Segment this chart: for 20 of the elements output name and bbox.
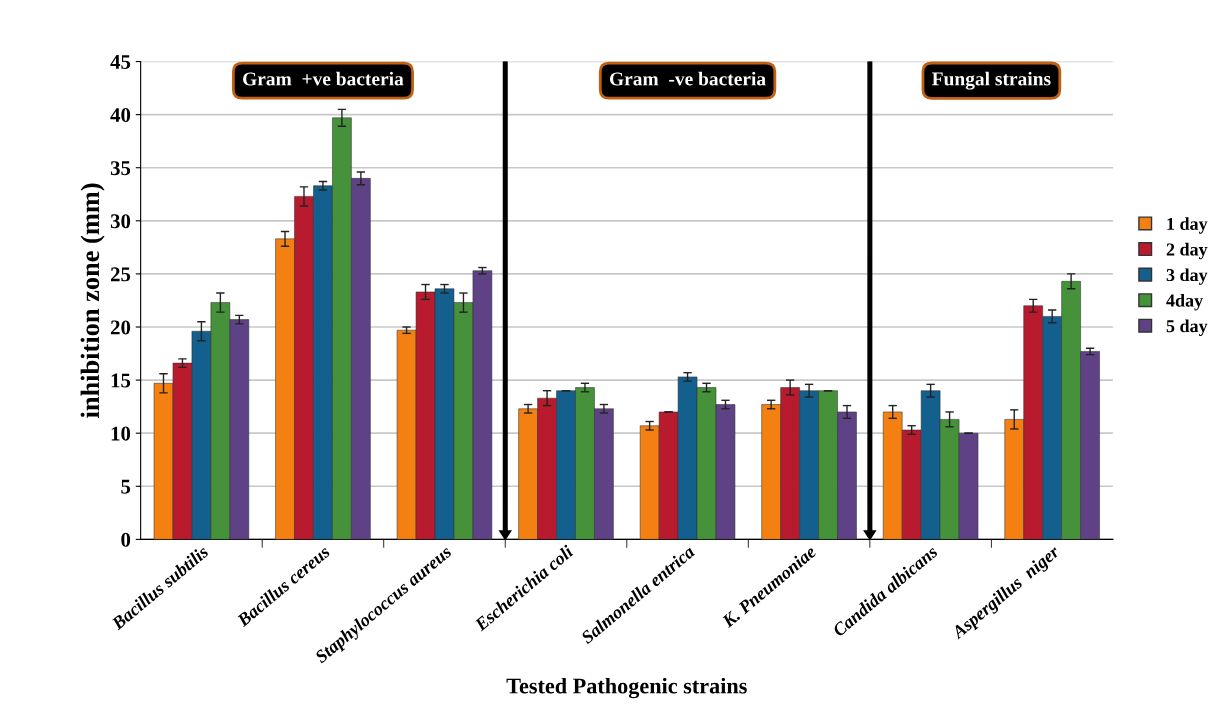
y-tick-label: 25 xyxy=(110,267,131,282)
legend-label: 4day xyxy=(1166,293,1203,311)
y-tick-label: 10 xyxy=(111,426,131,441)
annotation: Fungal strains xyxy=(932,71,1051,90)
y-tick-label: 20 xyxy=(110,320,131,335)
annotation: Gram -ve bacteria xyxy=(609,71,766,86)
x-axis-title: Tested Pathogenic strains xyxy=(506,677,747,699)
y-tick-label: 30 xyxy=(110,214,131,229)
y-tick-label: 40 xyxy=(110,108,131,123)
legend-label: 1 day xyxy=(1167,217,1208,234)
legend-label: 3 day xyxy=(1166,268,1208,285)
y-tick-label: 0 xyxy=(121,532,131,547)
y-tick-label: 5 xyxy=(121,479,131,494)
y-tick-label: 35 xyxy=(110,161,131,176)
legend-label: 5 day xyxy=(1166,319,1208,336)
y-tick-label: 45 xyxy=(110,55,131,69)
y-axis-title: inhibition zone (mm) xyxy=(80,183,105,418)
legend-label: 2 day xyxy=(1166,242,1208,260)
annotation: Gram +ve bacteria xyxy=(243,71,404,86)
y-tick-label: 15 xyxy=(111,373,131,388)
